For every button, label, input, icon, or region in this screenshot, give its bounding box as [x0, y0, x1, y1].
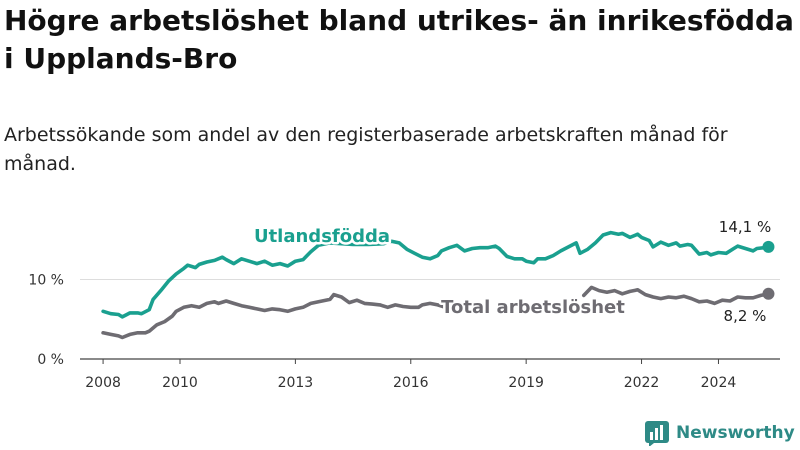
y-tick-label: 10 % [28, 273, 64, 289]
end-value-label-total: 8,2 % [724, 307, 767, 325]
series-line-total [582, 285, 771, 306]
x-tick-label: 2013 [278, 375, 314, 391]
x-tick-label: 2019 [508, 375, 544, 391]
end-point-total [762, 287, 775, 300]
x-tick-label: 2016 [393, 375, 429, 391]
x-tick-label: 2024 [701, 375, 737, 391]
brand-name: Newsworthy [676, 423, 795, 443]
brand-logo[interactable]: Newsworthy [644, 419, 795, 447]
y-tick-label: 0 % [37, 352, 64, 368]
x-tick-label: 2010 [162, 375, 198, 391]
series-label-utlandsfodda: Utlandsfödda [254, 226, 390, 247]
series-label-total: Total arbetslöshet [441, 297, 625, 318]
chart-subtitle: Arbetssökande som andel av den registerb… [4, 124, 728, 175]
chart-title: Högre arbetslöshet bland utrikes- än inr… [4, 4, 794, 75]
series-line-total [101, 292, 471, 340]
newsworthy-logo-icon [645, 421, 669, 446]
end-point-utlandsfodda [762, 240, 775, 253]
end-value-label-utlandsfodda: 14,1 % [719, 218, 771, 236]
series-line-utlandsfodda [101, 230, 771, 319]
x-tick-label: 2008 [85, 375, 121, 391]
x-tick-label: 2022 [624, 375, 660, 391]
